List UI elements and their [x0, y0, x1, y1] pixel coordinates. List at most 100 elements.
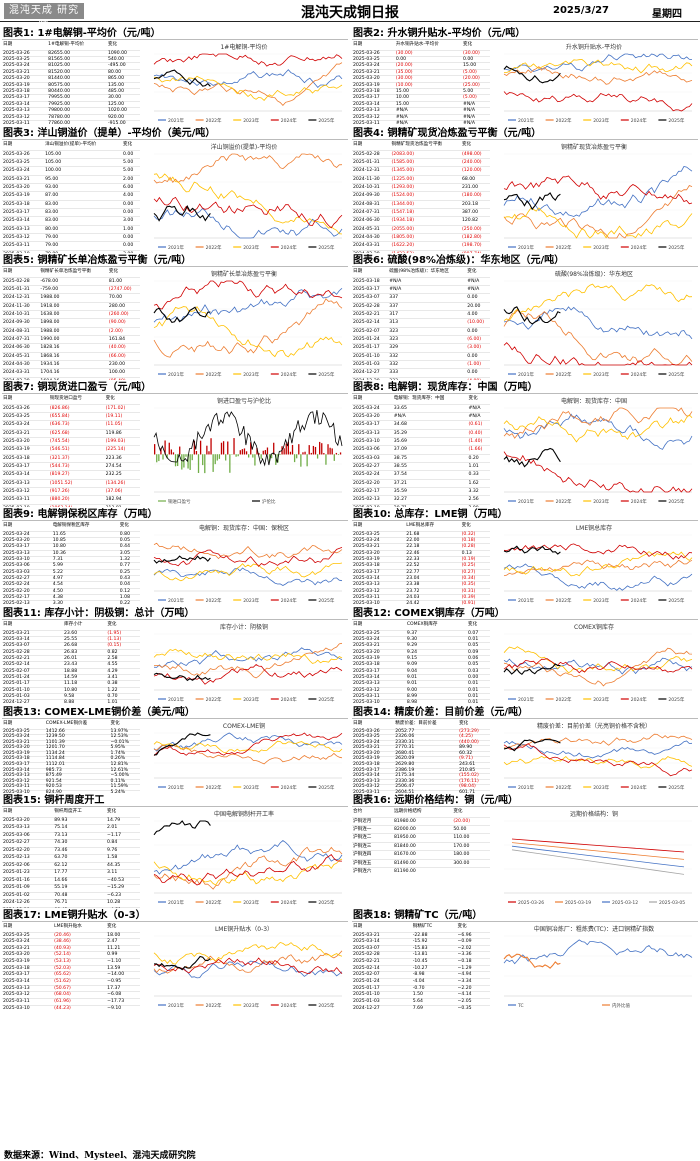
table-cell: 170.00: [452, 841, 490, 851]
table-cell: (2055.00): [390, 224, 461, 234]
table-cell: (1805.00): [390, 233, 461, 242]
table-cell: 24.42: [405, 600, 461, 606]
table-row: 沪铜近月 81980.00 (20.00): [352, 816, 490, 826]
legend-label: 2025年: [318, 899, 334, 906]
import-pnl-bar: [245, 451, 248, 455]
import-pnl-bar: [314, 446, 317, 455]
table-row: 沪铜连四 81670.00 180.00: [352, 850, 490, 860]
table-cell: 2024-06-30: [352, 216, 391, 226]
table-cell: (636.73): [48, 420, 105, 430]
table-cell: 3.41: [106, 673, 140, 681]
series-line: [153, 555, 211, 564]
table-cell: 17.37: [106, 984, 140, 992]
table-cell: 2025-03-18: [2, 199, 45, 209]
table-cell: 1090.00: [106, 49, 140, 57]
table-cell: 2025-03-18: [2, 756, 45, 763]
chart-panel-9: 图表9: 电解铜保税区库存（万吨） 日期 电解铜保税区库存 变化 2025-03-24 1…: [2, 508, 348, 606]
table-cell: 243.61: [458, 762, 490, 769]
table-cell: 22.77: [405, 568, 461, 576]
legend-label: 2022年: [206, 597, 222, 604]
table-row: 2024-03-31 1704.16 100.00: [2, 368, 140, 378]
table-cell: (1524.00): [390, 191, 461, 201]
import-pnl-bar: [268, 454, 271, 462]
table-row: 2025-03-19 22.33 (0.19): [352, 555, 490, 563]
series-line: [503, 743, 693, 777]
table-row: 2025-01-17 11.18 0.38: [2, 680, 140, 688]
table-cell: 1101.39: [44, 739, 110, 746]
table-cell: 4.29: [106, 667, 140, 675]
legend-label: 2021年: [518, 498, 534, 505]
table-cell: −0.35: [456, 1004, 490, 1011]
table-cell: −1.10: [106, 958, 140, 966]
table-cell: 2025-03-14: [352, 100, 395, 108]
table-row: 2025-03-21 1101.39 −0.01%: [2, 739, 140, 746]
table-cell: 2025-01-03: [352, 360, 389, 369]
legend-label: 2023年: [593, 597, 609, 604]
legend-label: 2025-03-12: [612, 900, 638, 906]
table-row: 2025-03-20 (30.00) (20.00): [352, 75, 490, 83]
table-row: 沪铜连三 81840.00 170.00: [352, 841, 490, 851]
table-cell: 2024-02-29: [2, 376, 40, 380]
table-row: 2025-03-17 #N/A #N/A: [352, 284, 490, 294]
table-cell: (1.95): [106, 629, 140, 637]
table-row: 2025-02-13 32.27 2.56: [352, 495, 490, 505]
import-pnl-bar: [312, 445, 315, 455]
legend-label: 2021年: [168, 899, 184, 906]
table-cell: (880.20): [48, 495, 105, 505]
table-cell: −2.20: [456, 984, 490, 992]
table-row: 2025-03-20 22.46 0.13: [352, 549, 490, 557]
table-header: 变化: [457, 923, 467, 929]
data-table: 合约 远期价格结构 变化 沪铜近月 81980.00 (20.00) 沪铜连一 82000.0…: [352, 808, 490, 876]
table-cell: -10.27: [411, 964, 457, 972]
chart-area: 升水铜升贴水-平均价 2021年 2022年 2023年 2024年 2025年: [492, 41, 696, 125]
table-cell: 2025-01-17: [352, 343, 389, 353]
table-cell: 2.01: [106, 824, 140, 832]
table-cell: 35.69: [392, 436, 468, 446]
table-cell: 2025-03-26: [352, 728, 395, 735]
chart-area: 铜精矿长单冶炼盈亏平衡 2021年 2022年 2023年 2024年 2025年: [142, 268, 346, 379]
table-cell: 2680.41: [394, 750, 459, 757]
table-cell: 12.61%: [109, 767, 140, 774]
table-row: 2025-03-11 920.53 11.59%: [2, 784, 140, 791]
chart-title: COMEX-LME铜: [223, 722, 265, 730]
table-header: 铜杆周度开工: [54, 808, 82, 814]
table-cell: 83.00: [44, 216, 123, 226]
chart-title: COMEX铜库存: [574, 623, 614, 631]
table-cell: 2025-03-24: [2, 420, 49, 430]
table-row: 2025-03-24 1239.50 12.53%: [2, 734, 140, 741]
table-row: 2025-03-14 15.00 #N/A: [352, 100, 490, 108]
table-cell: (1585.00): [390, 157, 461, 167]
table-cell: 2024-12-31: [352, 166, 391, 176]
table-cell: 0.06: [467, 654, 490, 662]
table-cell: 87.00: [44, 191, 123, 201]
table-row: 沪铜连一 82000.00 50.00: [352, 824, 490, 834]
chart-title: 升水铜升贴水-平均价: [566, 43, 622, 51]
import-pnl-bar: [279, 454, 281, 456]
legend-label: 2024年: [281, 696, 297, 703]
legend-label: 2024年: [631, 784, 647, 791]
table-cell: 81980.00: [392, 816, 453, 826]
legend-label: 2021年: [168, 597, 184, 604]
table-cell: 14.59: [63, 673, 107, 681]
table-cell: 11.65: [51, 530, 119, 538]
series-line: [503, 733, 693, 749]
table-cell: 2025-03-25: [352, 530, 406, 538]
table-cell: 1988.00: [39, 326, 108, 336]
table-row: 2025-03-07 26.68 (0.15): [2, 642, 140, 650]
table-row: 2025-01-23 17.77 3.11: [2, 869, 140, 877]
table-cell: #N/A: [466, 284, 490, 294]
series-line: [153, 173, 343, 235]
table-cell: −14.00: [106, 971, 140, 979]
chart-svg: 铜精矿长单冶炼盈亏平衡 2021年 2022年 2023年 2024年 2025年: [142, 268, 346, 379]
table-cell: 23.38: [405, 581, 461, 589]
chart-panel-8: 图表8: 电解铜：现货库存：中国（万吨） 日期 电解铜：现货库存：中国 变化 2025-…: [352, 381, 698, 507]
chart-svg: 中国电解铜制杆开工率 2021年 2022年 2023年 2024年 2025年: [142, 808, 346, 907]
table-cell: 2025-03-25: [2, 931, 54, 939]
table-cell: 2025-03-24: [2, 62, 48, 70]
table-cell: 1868.16: [39, 351, 108, 361]
table-cell: (440.00): [458, 739, 490, 746]
import-pnl-bar: [298, 444, 300, 455]
data-table: 日期 库存小计 变化 2025-03-21 23.60 (1.95) 2025-03-14 2…: [2, 621, 140, 705]
table-row: 2025-01-17 -0.70 −2.20: [352, 984, 490, 992]
panel-title: 图表15: 铜杆周度开工: [2, 794, 348, 807]
